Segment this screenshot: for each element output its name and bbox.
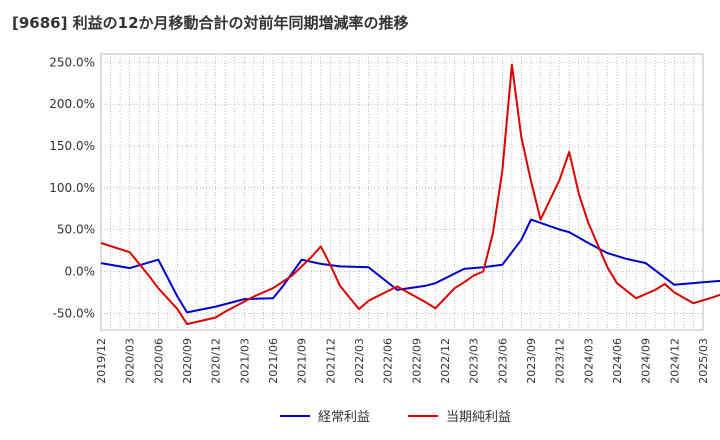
- y-tick-label: -50.0%: [53, 306, 95, 320]
- x-axis: 2019/12 2020/03 2020/06 2020/09 2020/12 2021/…: [95, 338, 710, 384]
- y-tick-label: 150.0%: [49, 139, 95, 153]
- x-tick-label: 2019/12: [95, 338, 108, 384]
- x-tick-label: 2020/09: [181, 338, 194, 384]
- x-tick-label: 2024/06: [611, 338, 624, 384]
- legend: 経常利益 当期純利益: [280, 410, 511, 425]
- x-tick-label: 2022/09: [410, 338, 423, 384]
- plot-area: [100, 53, 704, 331]
- x-tick-label: 2020/03: [124, 338, 137, 384]
- x-tick-label: 2024/03: [582, 338, 595, 384]
- x-tick-label: 2023/06: [496, 338, 509, 384]
- x-tick-label: 2024/12: [668, 338, 681, 384]
- x-tick-label: 2025/03: [697, 338, 710, 384]
- series-layer: [100, 63, 720, 326]
- legend-label: 当期純利益: [446, 410, 511, 425]
- x-tick-label: 2024/09: [640, 338, 653, 384]
- chart-title: [9686] 利益の12か月移動合計の対前年同期増減率の推移: [12, 14, 409, 32]
- y-axis: 250.0% 200.0% 150.0% 100.0% 50.0% 0.0% -50.0%: [49, 55, 95, 320]
- series-line-net-income: [100, 63, 720, 326]
- x-tick-label: 2022/03: [353, 338, 366, 384]
- grid-lines: [100, 54, 704, 330]
- x-tick-label: 2023/09: [525, 338, 538, 384]
- y-tick-label: 100.0%: [49, 181, 95, 195]
- x-tick-label: 2020/06: [152, 338, 165, 384]
- x-tick-label: 2022/06: [382, 338, 395, 384]
- y-tick-label: 250.0%: [49, 55, 95, 69]
- legend-label: 経常利益: [318, 410, 370, 425]
- series-line-ordinary-profit: [100, 218, 720, 314]
- x-tick-label: 2021/06: [267, 338, 280, 384]
- x-tick-label: 2020/12: [210, 338, 223, 384]
- y-tick-label: 200.0%: [49, 97, 95, 111]
- x-tick-label: 2021/09: [296, 338, 309, 384]
- x-tick-label: 2021/12: [324, 338, 337, 384]
- x-tick-label: 2023/12: [554, 338, 567, 384]
- x-tick-label: 2022/12: [439, 338, 452, 384]
- y-tick-label: 0.0%: [65, 264, 96, 278]
- x-tick-label: 2023/03: [468, 338, 481, 384]
- x-tick-label: 2021/03: [238, 338, 251, 384]
- y-tick-label: 50.0%: [57, 223, 95, 237]
